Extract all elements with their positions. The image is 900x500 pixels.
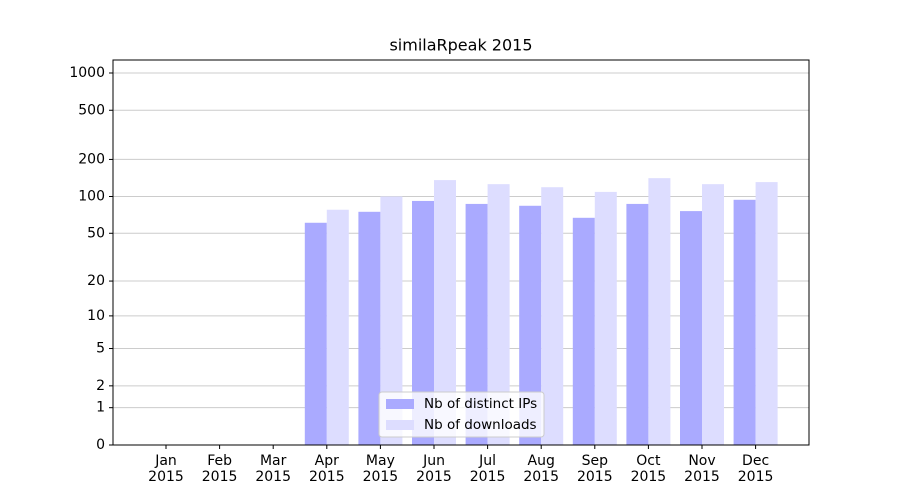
bar	[487, 184, 510, 445]
x-tick-label: Dec 2015	[737, 453, 774, 485]
x-tick-label: Oct 2015	[630, 453, 667, 485]
x-tick-label: Mar 2015	[255, 453, 291, 485]
bar	[733, 199, 756, 445]
bar	[434, 180, 456, 445]
bar	[380, 196, 403, 445]
plot-frame	[112, 59, 810, 446]
bar	[648, 178, 671, 446]
y-tick-label: 2	[96, 378, 105, 394]
legend-box	[378, 391, 545, 438]
y-tick-label: 1000	[69, 65, 105, 81]
x-tick-label: Nov 2015	[684, 453, 720, 485]
y-tick-label: 500	[78, 102, 105, 118]
bar	[626, 203, 649, 445]
y-tick-label: 5	[96, 341, 105, 357]
bar	[326, 209, 349, 445]
bar	[594, 191, 617, 445]
chart-title: similaRpeak 2015	[389, 36, 532, 55]
y-tick-label: 50	[87, 225, 105, 241]
bar	[680, 211, 702, 445]
y-tick-label: 10	[87, 308, 105, 324]
x-tick-label: Jul 2015	[469, 453, 506, 485]
y-tick-label: 0	[96, 437, 105, 453]
y-tick-label: 20	[87, 273, 105, 289]
x-tick-label: Jan 2015	[148, 453, 184, 485]
legend-label: Nb of downloads	[424, 417, 537, 433]
legend-swatch	[386, 399, 414, 409]
bar	[465, 203, 488, 445]
legend-label: Nb of distinct IPs	[424, 396, 537, 412]
bar	[541, 187, 564, 445]
x-tick-label: May 2015	[362, 453, 399, 485]
bar	[412, 200, 434, 445]
bar	[358, 211, 381, 445]
x-tick-label: Feb 2015	[201, 453, 238, 485]
y-tick-label: 100	[78, 188, 105, 204]
y-tick-label: 200	[78, 151, 105, 167]
bar	[519, 205, 542, 445]
bar	[702, 184, 724, 445]
bar	[755, 182, 778, 445]
bar	[304, 222, 327, 445]
x-tick-label: Apr 2015	[308, 453, 345, 485]
x-tick-label: Jun 2015	[416, 453, 452, 485]
bar	[572, 217, 595, 445]
y-tick-label: 1	[96, 400, 105, 416]
legend-swatch	[386, 420, 414, 430]
x-tick-label: Aug 2015	[523, 453, 559, 485]
x-tick-label: Sep 2015	[576, 453, 613, 485]
